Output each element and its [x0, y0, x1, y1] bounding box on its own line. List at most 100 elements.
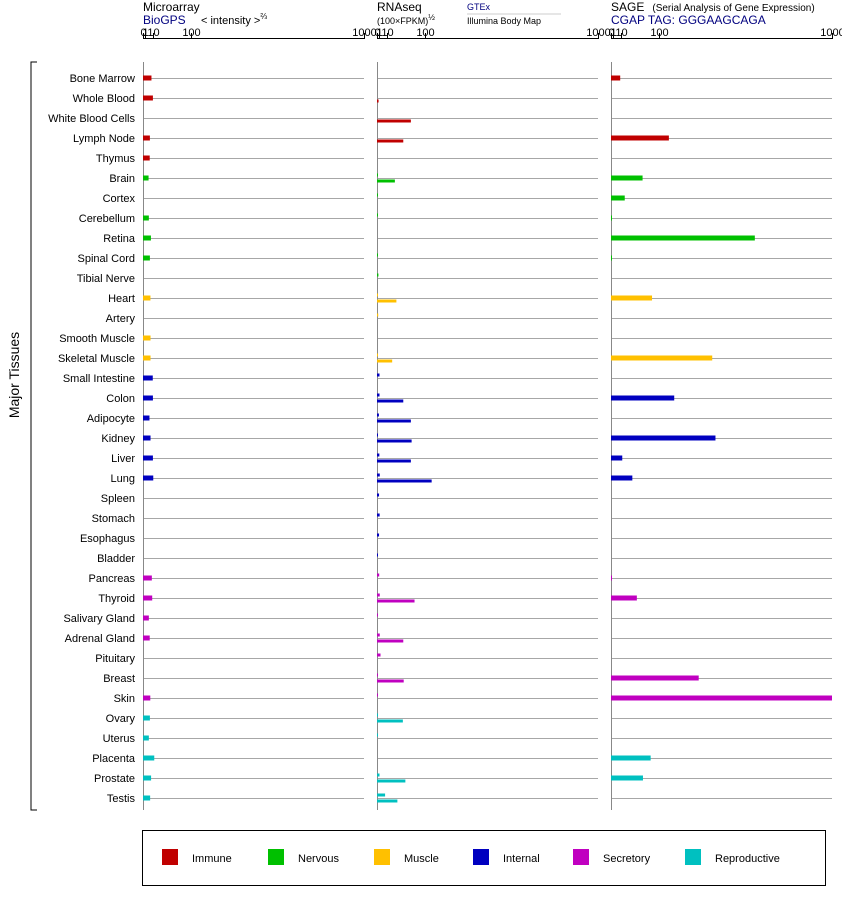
legend-label-reproductive: Reproductive [715, 853, 780, 865]
tissue-group-bracket: Major Tissues [6, 61, 37, 811]
panel-1-bar-small-intestine [377, 373, 380, 377]
tissue-label: Small Intestine [63, 373, 135, 385]
panel-0-bar-retina [143, 235, 151, 241]
microarray-title: Microarray [143, 0, 200, 14]
tissue-label: Whole Blood [73, 93, 135, 105]
panel-2-bar-prostate [611, 775, 643, 781]
panel-0-bar-whole-blood [143, 95, 153, 101]
panel-2-bar-lung [611, 475, 633, 481]
panel-1-bar-skeletal-muscle [377, 359, 393, 363]
tissue-label: Thyroid [98, 593, 135, 605]
panel-1-bar-testis [377, 799, 398, 803]
panel-0-bar-uterus [143, 735, 149, 741]
legend-swatch-reproductive [685, 849, 701, 865]
panel-headers: Microarray BioGPS < intensity >⅔ RNAseq … [143, 0, 815, 27]
panel-1-tick-label: 1000 [586, 27, 610, 39]
panel-1-bar-kidney [377, 433, 378, 437]
tissue-label: Bone Marrow [70, 73, 135, 85]
tissue-label: Pancreas [89, 573, 136, 585]
tissue-label: Uterus [103, 733, 136, 745]
panel-0-bar-thymus [143, 155, 150, 161]
panel-2-bar-colon [611, 395, 675, 401]
panel-1-bar-salivary-gland [377, 613, 378, 617]
tissue-label: Stomach [92, 513, 135, 525]
panel-2-tick-label: 1000 [820, 27, 842, 39]
panel-0-bar-pancreas [143, 575, 152, 581]
panel-1-bar-white-blood-cells [377, 119, 411, 123]
tissue-label: Pituitary [95, 653, 135, 665]
panel-2-bar-placenta [611, 755, 651, 761]
tissue-label: Heart [108, 293, 135, 305]
panel-2-bar-spinal-cord [611, 255, 612, 261]
rnaseq-unit-note: (100×FPKM)½ [377, 13, 435, 26]
tissue-label: Liver [111, 453, 135, 465]
panel-2-bar-kidney [611, 435, 716, 441]
panel-2-bar-breast [611, 675, 699, 681]
tissue-label: Skin [114, 693, 135, 705]
panel-1-bar-skin [377, 693, 378, 697]
panel-0-bar-skin [143, 695, 151, 701]
panel-2-bar-lymph-node [611, 135, 669, 141]
panel-1-bar-adrenal-gland [377, 639, 404, 643]
panel-0-bar-testis [143, 795, 151, 801]
tissue-label: Placenta [92, 753, 136, 765]
legend-swatch-immune [162, 849, 178, 865]
rnaseq-legend-gtex: GTEx [467, 2, 491, 12]
microarray-source: BioGPS [143, 13, 186, 27]
panel-0-bar-bone-marrow [143, 75, 152, 81]
sage-title-line: SAGE (Serial Analysis of Gene Expression) [611, 0, 815, 14]
tissue-label: Bladder [97, 553, 135, 565]
panel-1-bar-lymph-node [377, 139, 404, 143]
legend-label-nervous: Nervous [298, 853, 339, 865]
panel-2-bar-bone-marrow [611, 75, 621, 81]
tissue-label: Colon [106, 393, 135, 405]
microarray-unit-exponent: ⅔ [260, 12, 267, 21]
tissue-label: Spleen [101, 493, 135, 505]
sage-title: SAGE [611, 0, 644, 14]
sage-tag: CGAP TAG: GGGAAGCAGA [611, 13, 766, 27]
legend-swatch-secretory [573, 849, 589, 865]
panel-0-bar-lung [143, 475, 154, 481]
panel-1-bar-bladder [377, 553, 378, 557]
panel-1-bar-prostate [377, 773, 380, 777]
panel-2-bar-cortex [611, 195, 625, 201]
panel-0-tick-label: 1 [142, 27, 148, 39]
panel-1-bar-colon [377, 393, 380, 397]
panel-0-tick-label: 1000 [352, 27, 376, 39]
panel-1-bar-heart [377, 293, 378, 297]
panel-1-tick-label: 10 [381, 27, 393, 39]
sage-title-note: (Serial Analysis of Gene Expression) [652, 3, 814, 14]
panel-1-bar-thyroid [377, 599, 415, 603]
panel-2-bar-brain [611, 175, 643, 181]
tissue-label: Retina [103, 233, 136, 245]
panel-0-bar-colon [143, 395, 153, 401]
panel-0-bar-heart [143, 295, 151, 301]
panel-1-bar-ovary [377, 719, 403, 723]
panel-2-bar-cerebellum [611, 215, 612, 221]
panel-2-bar-pancreas [611, 575, 612, 581]
rnaseq-unit-label: (100×FPKM) [377, 16, 428, 26]
panel-0-bar-brain [143, 175, 149, 181]
panel-0-bar-ovary [143, 715, 150, 721]
tissue-label: Tibial Nerve [77, 273, 135, 285]
panel-0-bar-adipocyte [143, 415, 150, 421]
tissue-label: Adrenal Gland [65, 633, 135, 645]
tissue-label: Esophagus [80, 533, 136, 545]
panel-1-bar-breast [377, 673, 378, 677]
panel-1-bar-stomach [377, 513, 380, 517]
panel-0-tick-label: 100 [182, 27, 200, 39]
tissue-label: Thymus [96, 153, 136, 165]
legend-swatch-nervous [268, 849, 284, 865]
panel-1-bar-pituitary [377, 653, 381, 657]
panel-1-bar-esophagus [377, 533, 380, 537]
panel-0-bar-skeletal-muscle [143, 355, 151, 361]
panel-0-bar-kidney [143, 435, 151, 441]
panel-1-bar-whole-blood [377, 99, 379, 103]
panel-1-tick-label: 100 [416, 27, 434, 39]
panel-0-bar-placenta [143, 755, 155, 761]
panel-2-tick-label: 0 [608, 27, 614, 39]
panel-0-bar-spinal-cord [143, 255, 150, 261]
panel-1-bar-adipocyte [377, 413, 379, 417]
panel-1-bar-brain [377, 173, 378, 177]
panel-2-bar-skeletal-muscle [611, 355, 713, 361]
